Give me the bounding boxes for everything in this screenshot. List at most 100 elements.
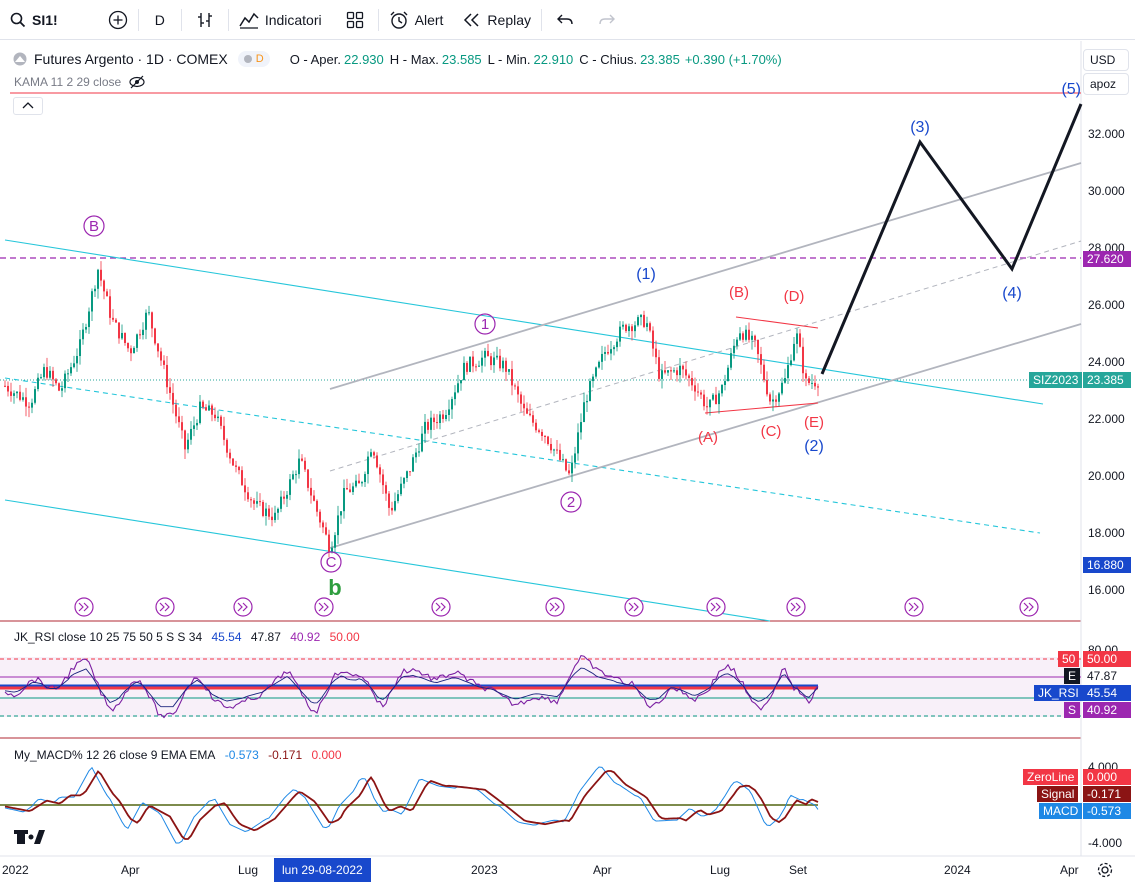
- macd-zero-value-tag[interactable]: 0.000: [1083, 769, 1131, 785]
- candle-body: [325, 527, 327, 535]
- candle-body: [67, 373, 69, 375]
- chart-area[interactable]: B C b 1 2 (1) (2) (3) (4) (5) (A) (B) (C…: [0, 41, 1135, 896]
- candle-body: [427, 421, 429, 430]
- gear-icon[interactable]: [1096, 861, 1114, 879]
- undo-button[interactable]: [542, 0, 588, 40]
- wave-label-W2[interactable]: (2): [804, 438, 824, 455]
- time-tick: 2022: [2, 863, 29, 877]
- event-markers[interactable]: [74, 597, 1039, 617]
- wave-label-B[interactable]: B: [89, 218, 99, 235]
- rsi-value-tag[interactable]: 45.54: [1083, 685, 1131, 701]
- candle-body: [478, 365, 480, 367]
- trendline-teal-lower[interactable]: [4, 499, 771, 622]
- macd-signal-value-tag[interactable]: -0.171: [1083, 786, 1131, 802]
- rsi-fifty-label-tag[interactable]: 50: [1058, 651, 1080, 667]
- price-tick: 18.000: [1088, 526, 1125, 540]
- candle-body: [133, 347, 135, 354]
- wave-label-1[interactable]: 1: [481, 316, 489, 333]
- wave-label-W4[interactable]: (4): [1002, 285, 1022, 302]
- macd-legend[interactable]: My_MACD% 12 26 close 9 EMA EMA -0.573 -0…: [14, 748, 348, 762]
- candle-body: [376, 455, 378, 468]
- trendline-teal-upper[interactable]: [4, 239, 1044, 405]
- wave-label-C-red[interactable]: (C): [761, 423, 782, 440]
- price-tag-resistance[interactable]: 27.620: [1083, 251, 1131, 267]
- event-marker-circle: [624, 597, 644, 617]
- candle-body: [742, 333, 744, 340]
- trendline-teal-middle[interactable]: [4, 377, 1041, 534]
- tradingview-logo[interactable]: [14, 830, 45, 844]
- alert-button[interactable]: Alert: [379, 0, 454, 40]
- price-tag-support[interactable]: 16.880: [1083, 557, 1131, 573]
- candle-body: [250, 499, 252, 501]
- rsi-s-value-tag[interactable]: 40.92: [1083, 702, 1131, 718]
- candle-body: [124, 332, 126, 343]
- candle-body: [397, 494, 399, 502]
- candle-body: [415, 452, 417, 458]
- wave-label-A[interactable]: (A): [698, 429, 718, 446]
- rsi-legend[interactable]: JK_RSI close 10 25 75 50 5 S S 34 45.54 …: [14, 630, 366, 644]
- candle-body: [22, 397, 24, 400]
- wave-label-D[interactable]: (D): [784, 288, 805, 305]
- channel-lower[interactable]: [329, 323, 1082, 549]
- eye-hidden-icon[interactable]: [129, 75, 145, 89]
- candle-body: [775, 399, 777, 402]
- candle-body: [634, 325, 636, 332]
- candle-body: [52, 370, 54, 380]
- candle-body: [361, 482, 363, 484]
- triangle-lower-line[interactable]: [704, 402, 819, 414]
- wave-label-W1[interactable]: (1): [636, 266, 656, 283]
- rsi-s-label-tag[interactable]: S: [1064, 702, 1081, 718]
- macd-zero-label-tag[interactable]: ZeroLine: [1023, 769, 1079, 785]
- indicators-button[interactable]: Indicatori: [229, 0, 332, 40]
- macd-signal-label-tag[interactable]: Signal: [1037, 786, 1079, 802]
- interval-button[interactable]: D: [139, 0, 181, 40]
- rsi-e-value-tag[interactable]: 47.87: [1083, 668, 1131, 684]
- candle-body: [466, 362, 468, 372]
- macd-value-tag[interactable]: -0.573: [1083, 803, 1131, 819]
- collapse-legend-button[interactable]: [13, 97, 43, 115]
- wave-label-b[interactable]: b: [328, 575, 341, 600]
- channel-upper[interactable]: [329, 162, 1082, 390]
- candle-body: [331, 547, 333, 553]
- chart-title[interactable]: Futures Argento · 1D · COMEX: [34, 51, 228, 67]
- last-price-tag[interactable]: 23.385: [1083, 372, 1131, 388]
- wave-label-W3[interactable]: (3): [910, 119, 930, 136]
- rsi-fifty-value-tag[interactable]: 50.00: [1083, 651, 1131, 667]
- wave-label-E[interactable]: (E): [804, 414, 824, 431]
- candle-body: [214, 414, 216, 419]
- rsi-e-label-tag[interactable]: E: [1064, 668, 1081, 684]
- time-tick: Apr: [121, 863, 140, 877]
- candle-body: [571, 462, 573, 474]
- wave-label-W5[interactable]: (5): [1061, 81, 1081, 98]
- symbol-name-tag[interactable]: SIZ2023: [1029, 372, 1083, 388]
- candle-body: [628, 326, 630, 332]
- candle-body: [202, 401, 204, 408]
- replay-button[interactable]: Replay: [453, 0, 541, 40]
- currency-button[interactable]: USD: [1083, 49, 1129, 71]
- compare-symbol-button[interactable]: [68, 0, 138, 40]
- chart-style-button[interactable]: [182, 0, 228, 40]
- projection-path[interactable]: [820, 103, 1083, 375]
- rsi-s-value: 40.92: [290, 630, 321, 644]
- candle-body: [106, 291, 108, 297]
- macd-label-tag[interactable]: MACD: [1039, 803, 1083, 819]
- candle-body: [682, 365, 684, 370]
- symbol-search-button[interactable]: SI1!: [0, 0, 68, 40]
- candle-body: [772, 399, 774, 402]
- candle-body: [340, 511, 342, 516]
- wave-label-2[interactable]: 2: [567, 494, 575, 511]
- rsi-label-tag[interactable]: JK_RSI: [1034, 685, 1083, 701]
- wave-label-C[interactable]: C: [326, 554, 337, 571]
- scale-button[interactable]: apoz: [1083, 73, 1129, 95]
- wave-circle-2: [560, 491, 582, 513]
- kama-legend[interactable]: KAMA 11 2 29 close: [14, 75, 145, 89]
- chart-canvas[interactable]: B C b 1 2 (1) (2) (3) (4) (5) (A) (B) (C…: [0, 41, 1135, 896]
- redo-button[interactable]: [588, 0, 626, 40]
- candle-body: [121, 332, 123, 339]
- candle-body: [745, 329, 747, 340]
- templates-button[interactable]: [332, 0, 378, 40]
- triangle-upper-line[interactable]: [735, 316, 819, 329]
- channel-middle[interactable]: [329, 240, 1082, 472]
- wave-label-B-red[interactable]: (B): [729, 284, 749, 301]
- market-status-badge[interactable]: D: [237, 51, 270, 67]
